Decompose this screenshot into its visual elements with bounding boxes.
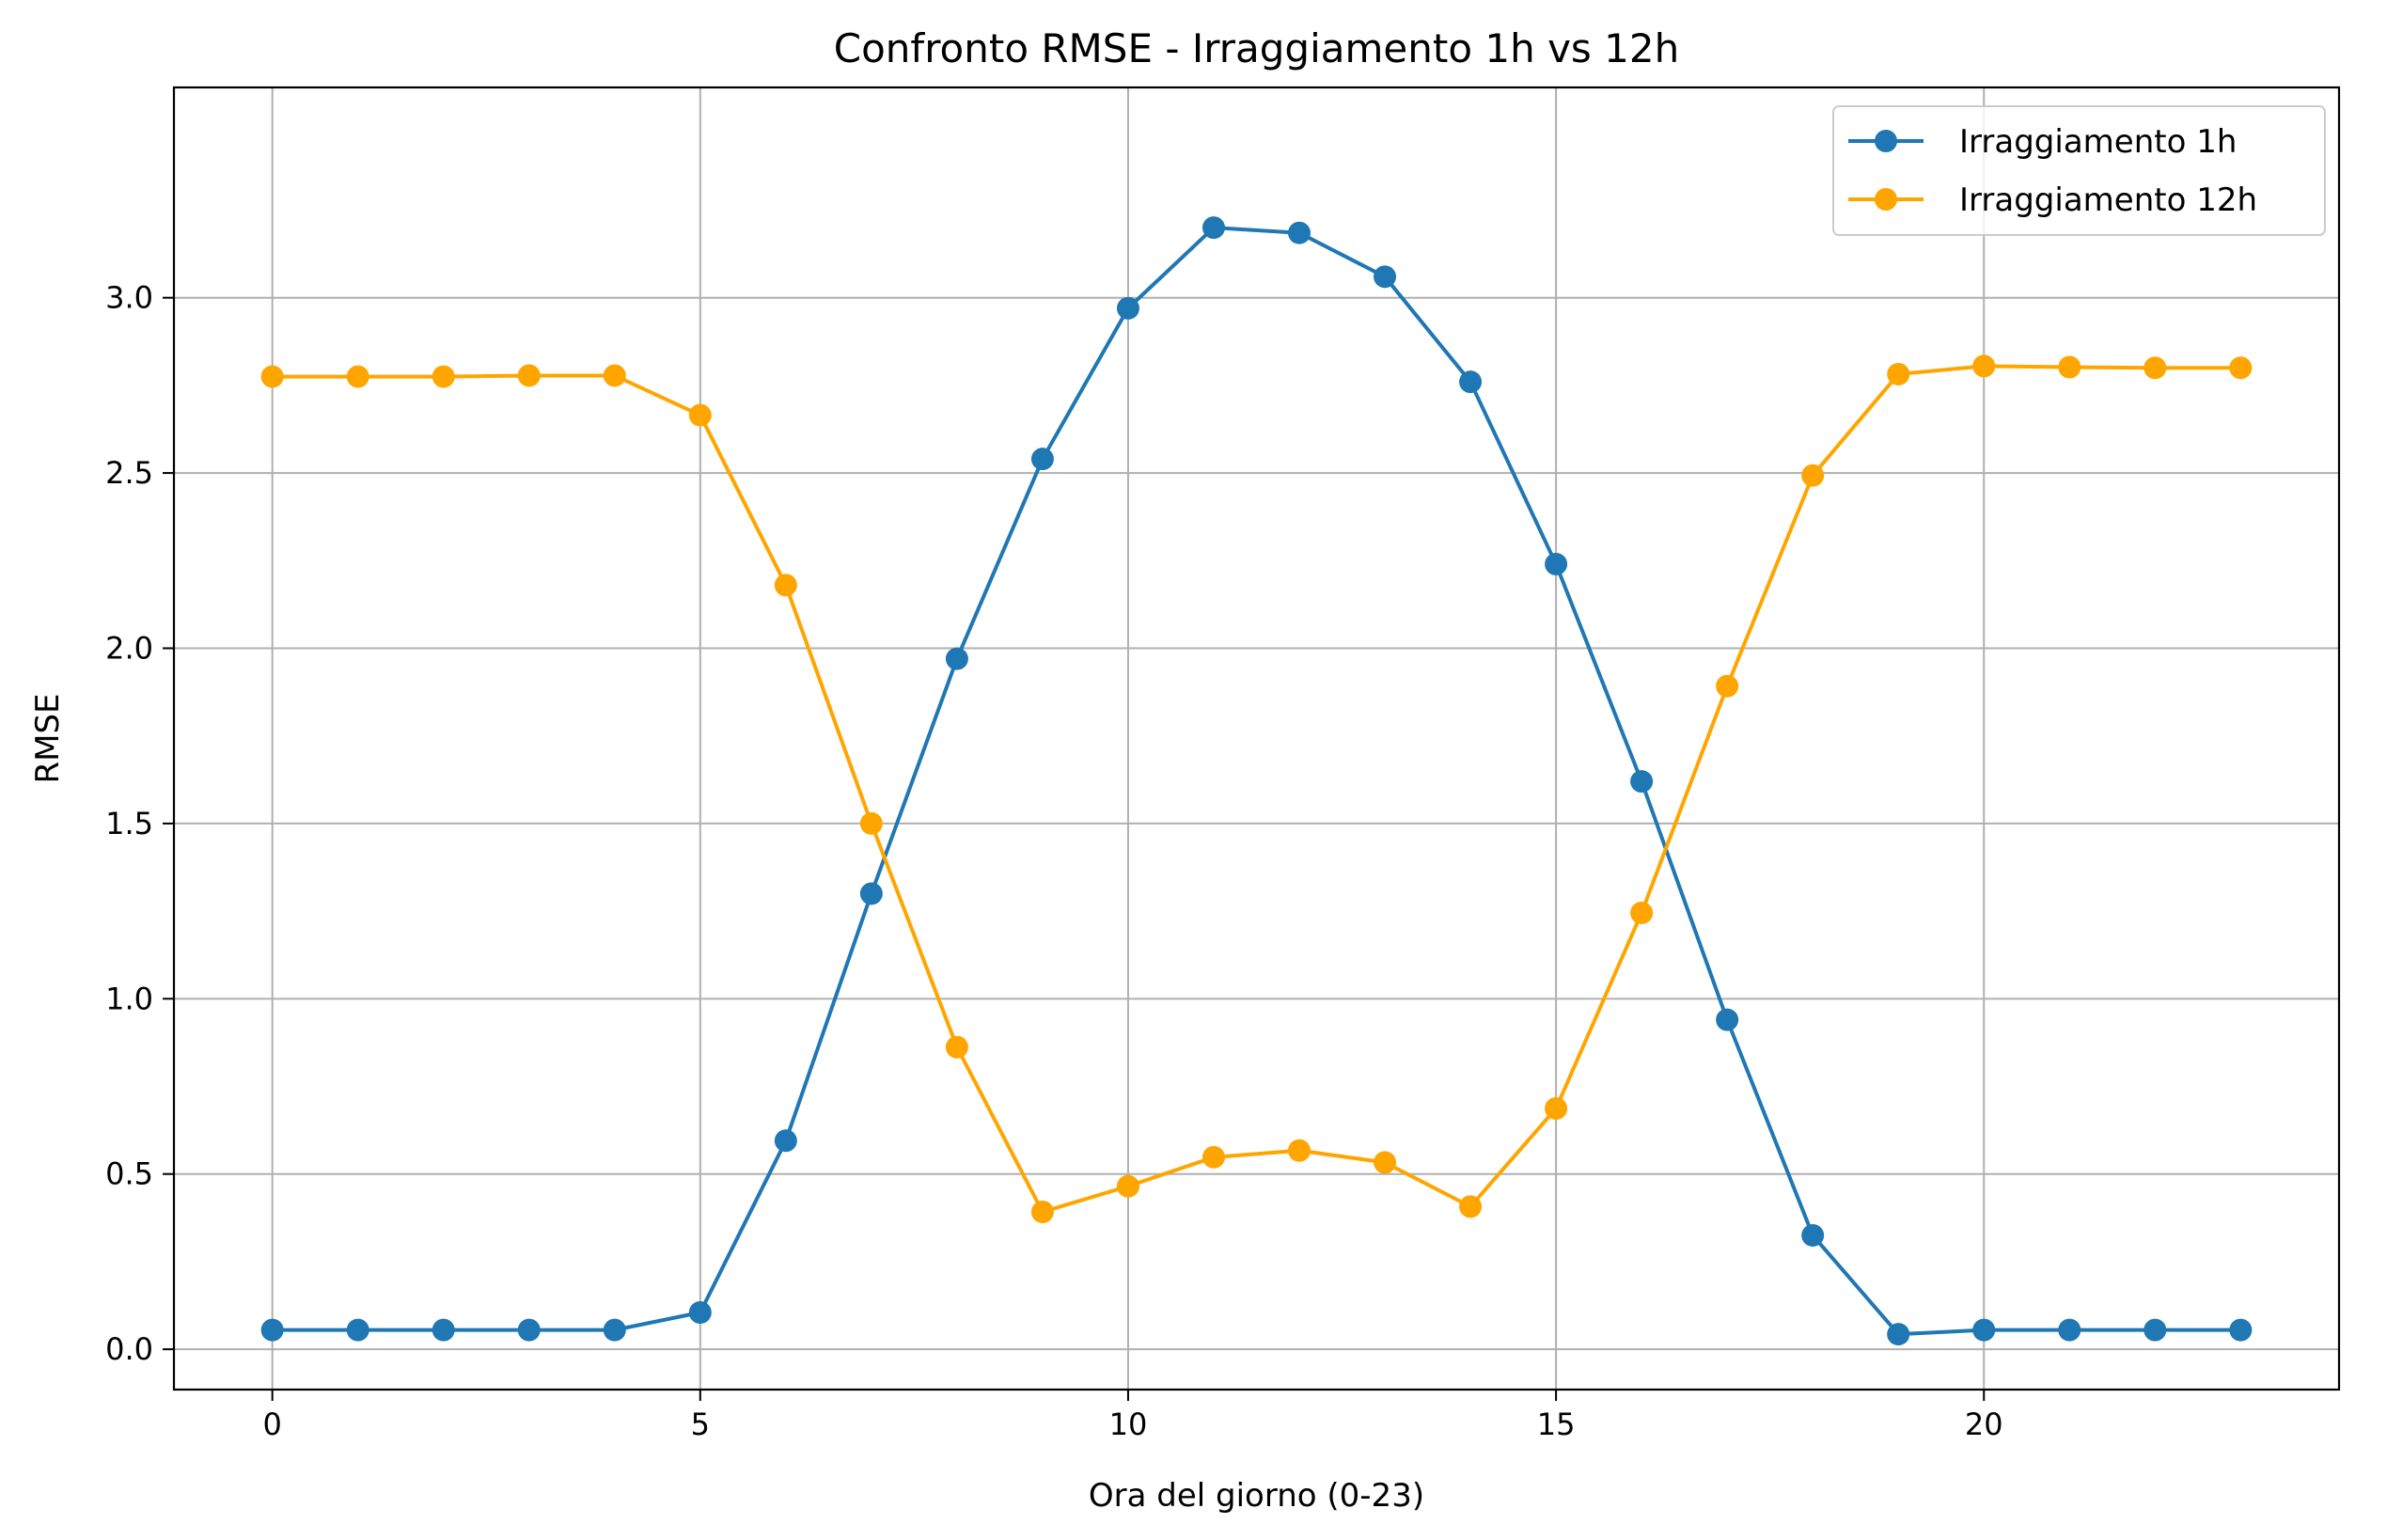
data-point <box>1801 1223 1825 1247</box>
data-point <box>859 882 883 905</box>
data-point <box>2058 1318 2081 1342</box>
data-point <box>517 1318 541 1342</box>
data-point <box>432 1318 455 1342</box>
data-point <box>945 647 968 670</box>
data-point <box>2229 1318 2253 1342</box>
y-tick-label: 0.5 <box>105 1156 153 1192</box>
data-point <box>1116 296 1139 320</box>
chart-title: Confronto RMSE - Irraggiamento 1h vs 12h <box>834 25 1679 71</box>
data-point <box>859 811 883 835</box>
data-point <box>1801 464 1825 487</box>
data-point <box>945 1035 968 1059</box>
series-line-0 <box>272 226 2241 1337</box>
x-tick-label: 20 <box>1965 1406 2003 1442</box>
data-point <box>2058 355 2081 379</box>
data-point <box>603 364 626 387</box>
data-point <box>1630 770 1654 794</box>
data-point <box>2229 356 2253 380</box>
series-layer <box>260 216 2253 1346</box>
data-point <box>1030 1200 1054 1223</box>
x-tick-label: 5 <box>691 1406 710 1442</box>
data-point <box>1288 1139 1311 1162</box>
x-tick-label: 10 <box>1109 1406 1148 1442</box>
data-point <box>1887 362 1910 385</box>
data-point <box>688 403 712 427</box>
data-point <box>1116 1174 1139 1198</box>
data-point <box>774 574 797 597</box>
data-point <box>1972 1318 1996 1342</box>
data-point <box>346 365 369 388</box>
data-point <box>346 1318 369 1342</box>
legend: Irraggiamento 1h Irraggiamento 12h <box>1832 105 2326 236</box>
y-tick-label: 2.0 <box>105 631 153 667</box>
y-axis-label: RMSE <box>29 693 67 783</box>
data-point <box>1201 216 1225 240</box>
data-point <box>774 1129 797 1153</box>
data-point <box>1630 901 1654 924</box>
axes: 0 5 10 15 20 0.0 0.5 1.0 1.5 2.0 2.5 3.0 <box>105 280 2002 1442</box>
data-point <box>432 365 455 388</box>
x-tick-label: 0 <box>263 1406 282 1442</box>
data-point <box>260 1318 284 1342</box>
data-point <box>1030 448 1054 471</box>
data-point <box>2144 1318 2167 1342</box>
data-point <box>1716 674 1739 698</box>
data-point <box>1459 1195 1483 1218</box>
legend-label-1h: Irraggiamento 1h <box>1959 123 2237 161</box>
y-tick-label: 2.5 <box>105 455 153 491</box>
legend-marker-1h <box>1875 130 1897 152</box>
data-point <box>1716 1008 1739 1031</box>
y-tick-label: 3.0 <box>105 280 153 316</box>
data-point <box>1288 221 1311 244</box>
data-point <box>1972 354 1996 378</box>
series-line-1 <box>272 364 2241 1214</box>
x-axis-label: Ora del giorno (0-23) <box>1089 1477 1424 1515</box>
plot-frame <box>172 86 2341 1391</box>
legend-box <box>1832 105 2326 236</box>
legend-marker-12h <box>1875 188 1897 211</box>
data-point <box>260 365 284 388</box>
data-point <box>1545 1097 1568 1121</box>
data-point <box>1374 265 1397 289</box>
y-tick-label: 1.5 <box>105 806 153 841</box>
legend-label-12h: Irraggiamento 12h <box>1959 181 2257 219</box>
data-point <box>1887 1323 1910 1346</box>
data-point <box>1545 553 1568 576</box>
data-point <box>688 1300 712 1324</box>
y-tick-label: 1.0 <box>105 981 153 1016</box>
data-point <box>1459 370 1483 394</box>
data-point <box>1201 1145 1225 1169</box>
data-point <box>1374 1151 1397 1174</box>
data-point <box>2144 356 2167 380</box>
y-tick-label: 0.0 <box>105 1331 153 1367</box>
x-tick-label: 15 <box>1537 1406 1576 1442</box>
data-point <box>603 1318 626 1342</box>
data-point <box>517 364 541 387</box>
